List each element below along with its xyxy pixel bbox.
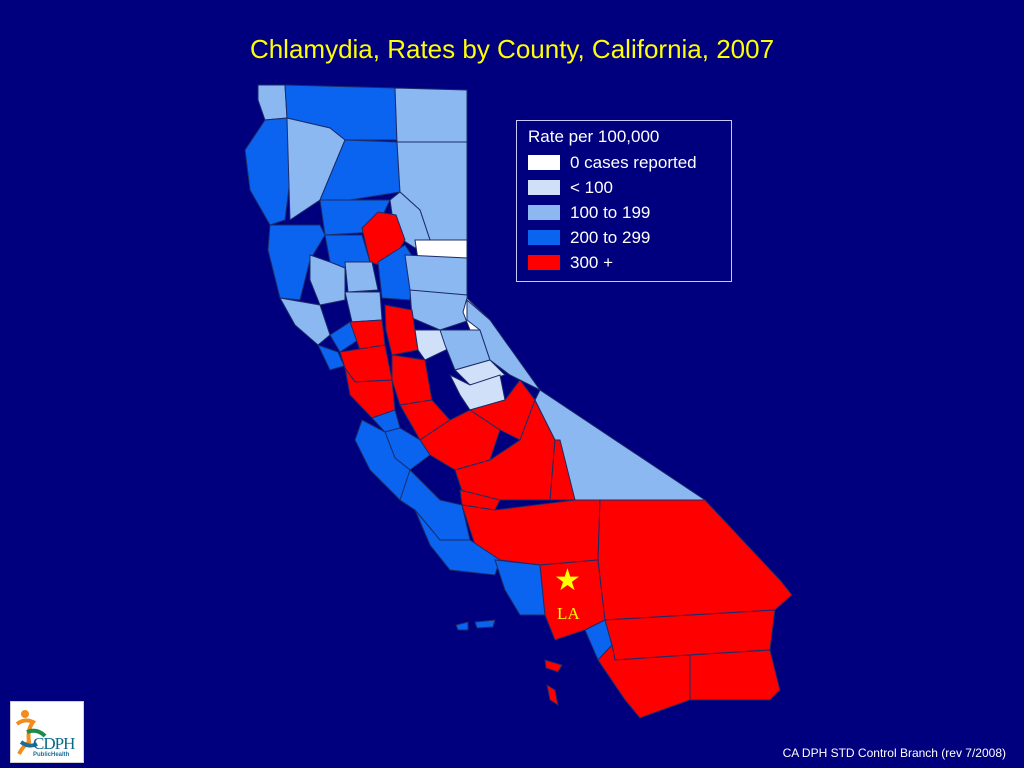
county-lake [309,254,346,306]
county-imperial [689,649,781,701]
county-shasta [319,139,401,201]
county-del-norte [257,84,288,121]
legend-item: < 100 [528,175,731,200]
county-san-joaquin [391,354,433,406]
island-san-clemente [546,683,559,707]
legend-item: 0 cases reported [528,150,731,175]
county-colusa [344,261,379,293]
legend-swatch [528,230,560,245]
island-channel-2 [474,619,496,629]
legend-swatch [528,205,560,220]
legend-label: 100 to 199 [570,202,651,222]
county-tulare [500,439,576,501]
legend-swatch [528,255,560,270]
county-sacramento [384,304,419,356]
county-merced [419,409,501,471]
logo-text: CDPH [33,734,75,753]
county-modoc [394,87,468,143]
legend-item: 200 to 299 [528,225,731,250]
legend-label: < 100 [570,177,614,197]
county-el-dorado [409,289,471,331]
logo-subtext: PublicHealth [33,752,70,758]
island-channel-1 [455,621,469,631]
legend-label: 300 + [570,252,614,272]
legend-swatch [528,155,560,170]
logo-figure-icon [15,710,47,755]
county-mono [466,298,541,391]
legend-item: 100 to 199 [528,200,731,225]
island-santa-catalina [544,659,563,673]
county-ventura [494,559,546,616]
county-tuolumne [454,359,506,386]
legend: Rate per 100,000 0 cases reported < 100 … [516,120,732,282]
county-mendocino [267,224,326,301]
legend-swatch [528,180,560,195]
la-marker-label: LA [557,604,580,623]
cdph-logo: CDPH PublicHealth [10,701,84,763]
legend-item: 300 + [528,250,731,275]
county-san-bernardino [597,499,793,621]
county-yolo [344,291,383,323]
legend-label: 0 cases reported [570,152,697,172]
map-title: Chlamydia, Rates by County, California, … [249,34,775,64]
footer-credit: CA DPH STD Control Branch (rev 7/2008) [782,746,1006,760]
star-icon: ★ [554,564,581,597]
county-sonoma [279,297,331,346]
legend-title: Rate per 100,000 [528,127,660,146]
county-humboldt [244,117,291,226]
legend-label: 200 to 299 [570,227,651,247]
